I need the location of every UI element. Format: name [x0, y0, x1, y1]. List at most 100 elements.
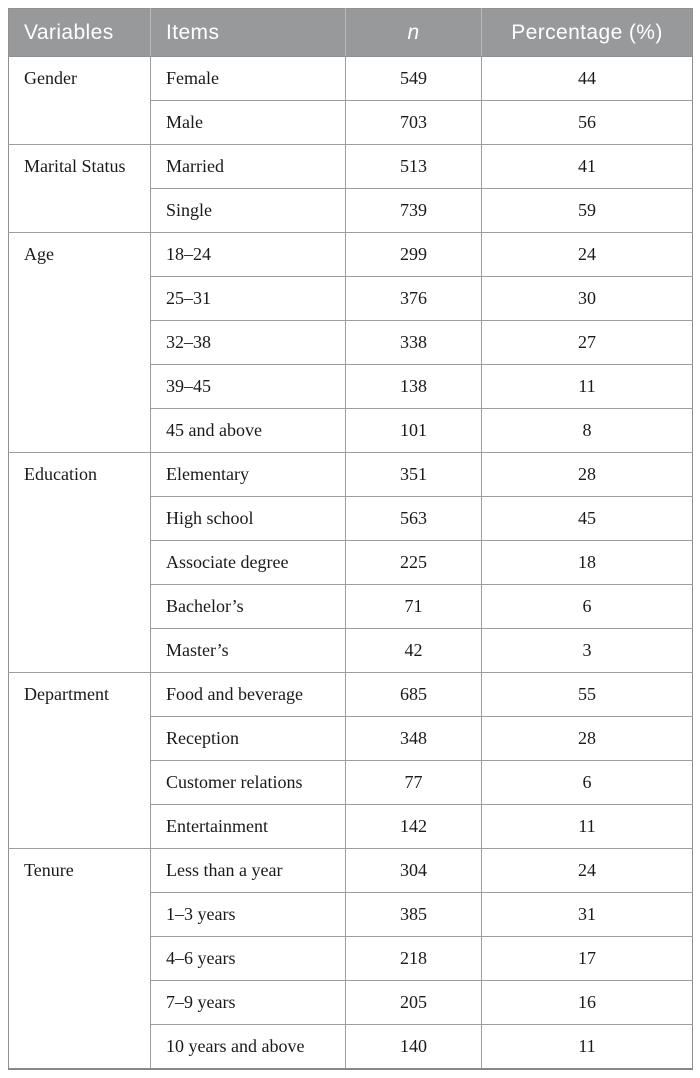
- n-cell: 376: [345, 276, 482, 321]
- header-variables: Variables: [8, 8, 151, 57]
- n-cell: 338: [345, 320, 482, 365]
- item-cell: 1–3 years: [150, 892, 346, 937]
- table-row: Bachelor’s 71 6: [9, 584, 693, 629]
- n-cell: 140: [345, 1024, 482, 1069]
- table-row: High school 563 45: [9, 496, 693, 541]
- item-cell: Single: [150, 188, 346, 233]
- table-row: 25–31 376 30: [9, 276, 693, 321]
- table-row: Associate degree 225 18: [9, 540, 693, 585]
- item-cell: Associate degree: [150, 540, 346, 585]
- variable-cell: Department: [8, 672, 151, 849]
- n-cell: 138: [345, 364, 482, 409]
- table-row: 32–38 338 27: [9, 320, 693, 365]
- item-cell: 32–38: [150, 320, 346, 365]
- n-cell: 42: [345, 628, 482, 673]
- n-cell: 549: [345, 56, 482, 101]
- item-cell: 10 years and above: [150, 1024, 346, 1069]
- item-cell: Female: [150, 56, 346, 101]
- variable-cell: Tenure: [8, 848, 151, 1069]
- table-row: 39–45 138 11: [9, 364, 693, 409]
- n-cell: 77: [345, 760, 482, 805]
- n-cell: 351: [345, 452, 482, 497]
- n-cell: 225: [345, 540, 482, 585]
- n-cell: 205: [345, 980, 482, 1025]
- table-row: 4–6 years 218 17: [9, 936, 693, 981]
- variable-cell: Gender: [8, 56, 151, 145]
- header-items: Items: [150, 8, 346, 57]
- n-cell: 299: [345, 232, 482, 277]
- table-row: Gender Female 549 44: [8, 56, 693, 145]
- table-header: Variables Items n Percentage (%): [8, 8, 693, 57]
- table-row: Master’s 42 3: [9, 628, 693, 673]
- item-cell: Male: [150, 100, 346, 145]
- item-cell: Reception: [150, 716, 346, 761]
- table-row: 10 years and above 140 11: [9, 1024, 693, 1069]
- item-cell: High school: [150, 496, 346, 541]
- n-cell: 563: [345, 496, 482, 541]
- variable-cell: Marital Status: [8, 144, 151, 233]
- n-cell: 101: [345, 408, 482, 453]
- percentage-cell: 28: [481, 452, 693, 497]
- item-cell: Customer relations: [150, 760, 346, 805]
- table-row: Entertainment 142 11: [9, 804, 693, 849]
- n-cell: 218: [345, 936, 482, 981]
- item-cell: Entertainment: [150, 804, 346, 849]
- table-row: Marital Status Married 513 41: [8, 144, 693, 233]
- variable-cell: Age: [8, 232, 151, 453]
- item-cell: Bachelor’s: [150, 584, 346, 629]
- table-row: Single 739 59: [9, 188, 693, 233]
- n-cell: 71: [345, 584, 482, 629]
- item-cell: Less than a year: [150, 848, 346, 893]
- percentage-cell: 59: [481, 188, 693, 233]
- percentage-cell: 44: [481, 56, 693, 101]
- n-cell: 348: [345, 716, 482, 761]
- percentage-cell: 8: [481, 408, 693, 453]
- n-cell: 385: [345, 892, 482, 937]
- item-cell: 7–9 years: [150, 980, 346, 1025]
- item-cell: Elementary: [150, 452, 346, 497]
- table-body: Gender Female 549 44 Male 703 56 Marital Status…: [8, 56, 693, 1069]
- percentage-cell: 24: [481, 232, 693, 277]
- percentage-cell: 6: [481, 760, 693, 805]
- item-cell: Master’s: [150, 628, 346, 673]
- header-row: Variables Items n Percentage (%): [8, 8, 693, 57]
- header-n: n: [345, 8, 482, 57]
- n-cell: 703: [345, 100, 482, 145]
- table-row: 1–3 years 385 31: [9, 892, 693, 937]
- table-row: Age 18–24 299 24: [8, 232, 693, 453]
- percentage-cell: 45: [481, 496, 693, 541]
- percentage-cell: 56: [481, 100, 693, 145]
- item-cell: 4–6 years: [150, 936, 346, 981]
- percentage-cell: 17: [481, 936, 693, 981]
- percentage-cell: 18: [481, 540, 693, 585]
- n-cell: 739: [345, 188, 482, 233]
- percentage-cell: 41: [481, 144, 693, 189]
- table-row: Education Elementary 351 28: [8, 452, 693, 673]
- table-row: Male 703 56: [9, 100, 693, 145]
- variable-cell: Education: [8, 452, 151, 673]
- percentage-cell: 27: [481, 320, 693, 365]
- percentage-cell: 24: [481, 848, 693, 893]
- item-cell: 18–24: [150, 232, 346, 277]
- item-cell: 39–45: [150, 364, 346, 409]
- n-cell: 142: [345, 804, 482, 849]
- table-row: Tenure Less than a year 304 24: [8, 848, 693, 1069]
- item-cell: 25–31: [150, 276, 346, 321]
- n-cell: 513: [345, 144, 482, 189]
- table-row: Department Food and beverage 685 55: [8, 672, 693, 849]
- n-cell: 685: [345, 672, 482, 717]
- percentage-cell: 11: [481, 1024, 693, 1069]
- percentage-cell: 55: [481, 672, 693, 717]
- percentage-cell: 28: [481, 716, 693, 761]
- percentage-cell: 30: [481, 276, 693, 321]
- item-cell: Food and beverage: [150, 672, 346, 717]
- header-percentage: Percentage (%): [481, 8, 693, 57]
- item-cell: 45 and above: [150, 408, 346, 453]
- table-row: 7–9 years 205 16: [9, 980, 693, 1025]
- table-row: 45 and above 101 8: [9, 408, 693, 453]
- percentage-cell: 31: [481, 892, 693, 937]
- percentage-cell: 6: [481, 584, 693, 629]
- percentage-cell: 11: [481, 804, 693, 849]
- n-cell: 304: [345, 848, 482, 893]
- item-cell: Married: [150, 144, 346, 189]
